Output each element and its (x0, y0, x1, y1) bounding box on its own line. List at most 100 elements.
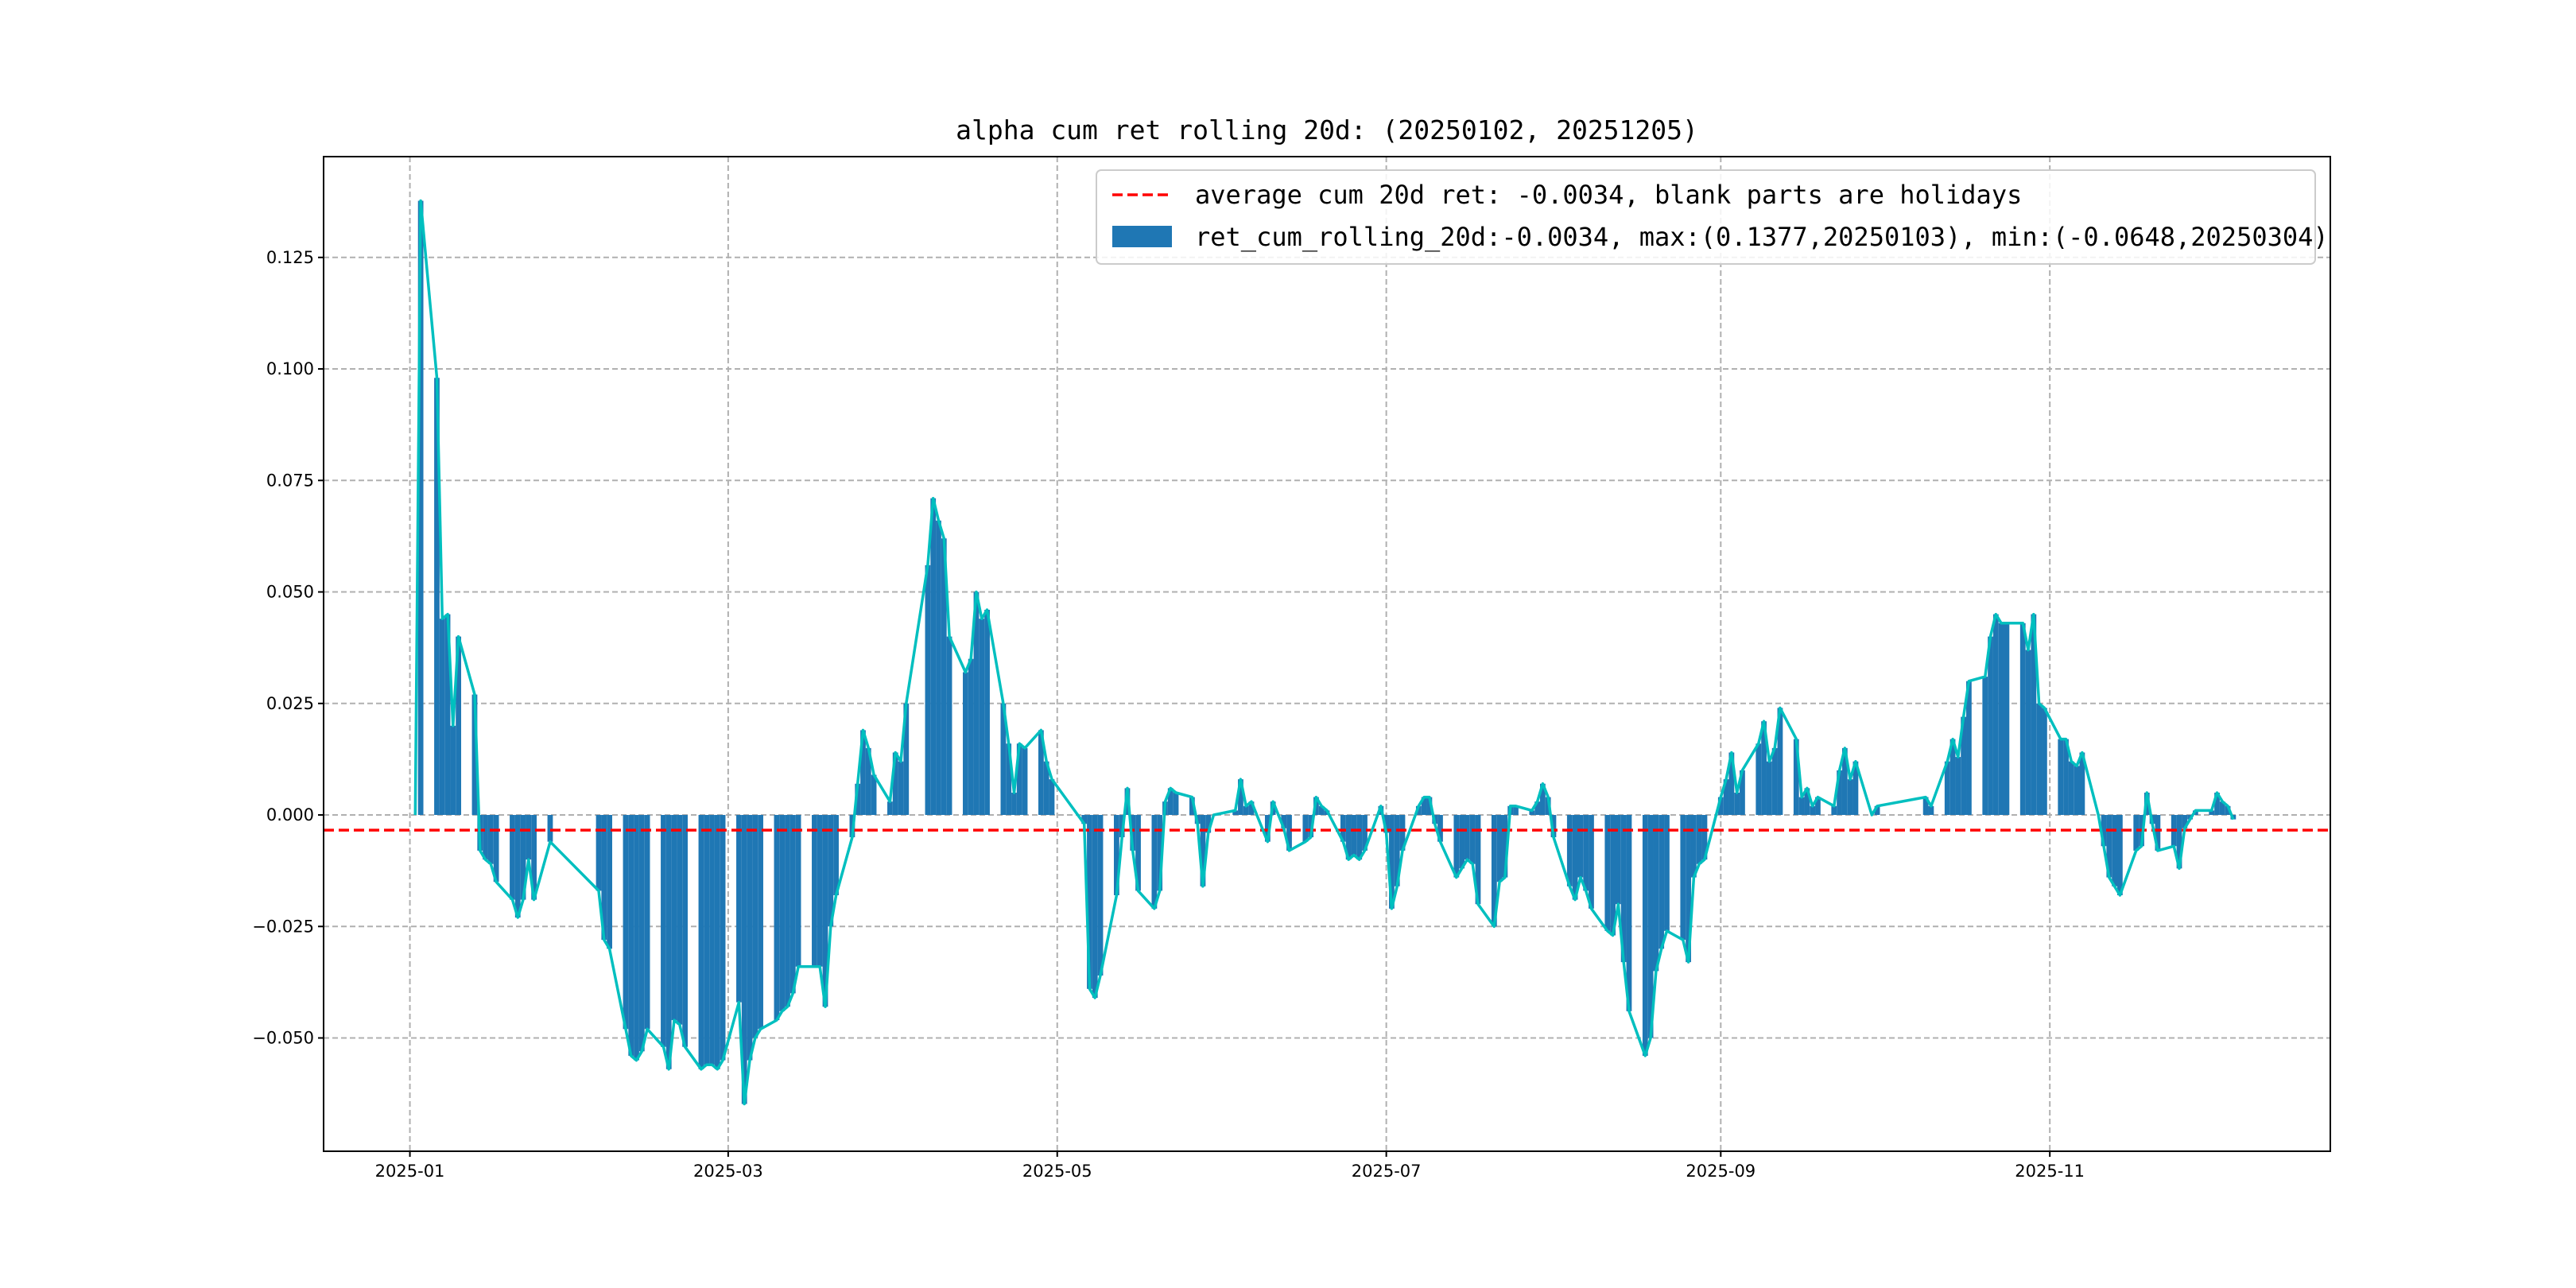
bar (1610, 815, 1616, 936)
bar (1459, 815, 1465, 869)
bar (526, 815, 532, 860)
bar (1988, 636, 1993, 816)
bar (1922, 797, 1929, 816)
bar (471, 694, 478, 816)
bar (941, 538, 947, 816)
bar (1653, 815, 1659, 972)
bar (779, 815, 786, 1011)
bar (2225, 805, 2231, 816)
bar (855, 783, 861, 816)
bar (1717, 797, 1724, 816)
bar (963, 672, 968, 816)
bar (1038, 730, 1044, 816)
bar (439, 619, 445, 816)
bar (1540, 783, 1546, 816)
bar (2036, 703, 2043, 816)
bar (677, 815, 683, 1025)
bar (644, 815, 650, 1030)
bar (1583, 815, 1589, 891)
bar (698, 815, 704, 1069)
series-line (413, 199, 2235, 1106)
bar (1491, 815, 1497, 927)
y-tick-label: 0.075 (266, 471, 314, 490)
bar (1302, 815, 1309, 842)
bar (984, 609, 990, 816)
bar (704, 815, 710, 1065)
bar (973, 592, 980, 816)
bar (1793, 739, 1799, 816)
bar (2074, 766, 2080, 816)
bar (1852, 761, 1859, 816)
bar (1264, 815, 1271, 842)
bar (758, 815, 763, 1030)
bar (1475, 815, 1481, 905)
bar (2058, 739, 2064, 816)
x-tick-label: 2025-03 (693, 1162, 763, 1181)
bar (1966, 681, 1972, 816)
x-tick-label: 2025-07 (1352, 1162, 1422, 1181)
legend-box (1096, 169, 2316, 265)
bar (444, 614, 451, 816)
bar (871, 774, 877, 816)
bar (1928, 805, 1934, 816)
bar (1810, 805, 1816, 816)
bar (1081, 815, 1088, 824)
bar (1356, 815, 1363, 860)
bar (860, 730, 866, 816)
bar (1944, 761, 1950, 816)
bar (747, 815, 753, 1061)
bar (601, 815, 607, 941)
bar (1281, 815, 1287, 828)
bar (1577, 815, 1584, 878)
bar (2004, 623, 2010, 816)
bar (714, 815, 720, 1069)
bar (1728, 752, 1735, 816)
bar (1696, 815, 1702, 864)
axes-frame (323, 156, 2331, 1152)
bar (1615, 815, 1621, 905)
bar (2063, 739, 2069, 816)
bar (1647, 815, 1654, 1038)
bar (1589, 815, 1594, 909)
bar (2176, 815, 2182, 869)
bar (936, 520, 941, 816)
bar (1831, 805, 1837, 816)
bar (671, 815, 677, 1021)
bar (741, 815, 747, 1104)
bar (1686, 815, 1691, 963)
bar (2133, 815, 2140, 851)
bar (1874, 805, 1880, 816)
bar (1437, 815, 1443, 842)
bar (1680, 815, 1686, 941)
bar (1755, 743, 1762, 816)
bar (547, 815, 553, 842)
bar (789, 815, 796, 994)
bar (1167, 788, 1174, 816)
y-tick-label: 0.125 (266, 248, 314, 267)
bar (2068, 761, 2074, 816)
y-tick-label: 0.100 (266, 359, 314, 378)
bar (887, 801, 893, 816)
chart-title: alpha cum ret rolling 20d: (20250102, 20… (956, 114, 1698, 145)
bar (1804, 788, 1810, 816)
bar (946, 636, 952, 816)
bar (833, 815, 839, 895)
x-tick-label: 2025-05 (1022, 1162, 1092, 1181)
bar (1961, 716, 1967, 816)
bar (1815, 797, 1821, 816)
bar (1465, 815, 1470, 860)
bar (487, 815, 494, 864)
bar (623, 815, 629, 1030)
y-tick-label: −0.025 (252, 917, 314, 936)
bar (1740, 770, 1745, 816)
bar (1130, 815, 1136, 851)
bar (1421, 797, 1427, 816)
legend-average-label: average cum 20d ret: -0.0034, blank part… (1195, 180, 2022, 210)
bar (898, 761, 904, 816)
bar (1798, 797, 1805, 816)
bar (1469, 815, 1476, 864)
bar (774, 815, 780, 1021)
bar (2031, 614, 2037, 816)
bar (822, 815, 828, 1007)
bar (1238, 779, 1243, 816)
